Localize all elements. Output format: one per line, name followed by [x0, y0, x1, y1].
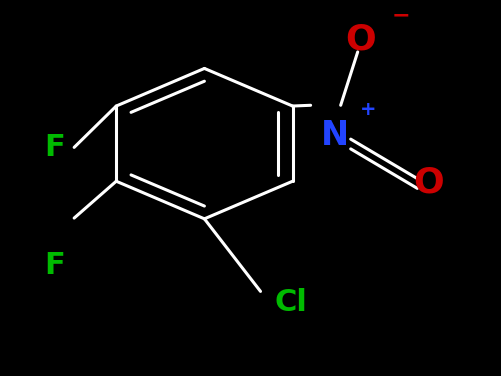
Text: Cl: Cl — [274, 288, 307, 317]
Text: F: F — [45, 133, 66, 162]
Text: F: F — [45, 250, 66, 280]
Text: O: O — [413, 165, 444, 199]
Text: N: N — [321, 119, 349, 152]
Text: −: − — [391, 6, 410, 26]
Text: +: + — [360, 100, 376, 118]
Text: O: O — [345, 23, 376, 56]
